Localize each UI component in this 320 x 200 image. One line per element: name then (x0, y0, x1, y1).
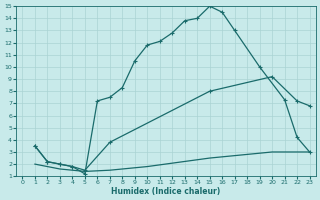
X-axis label: Humidex (Indice chaleur): Humidex (Indice chaleur) (111, 187, 221, 196)
